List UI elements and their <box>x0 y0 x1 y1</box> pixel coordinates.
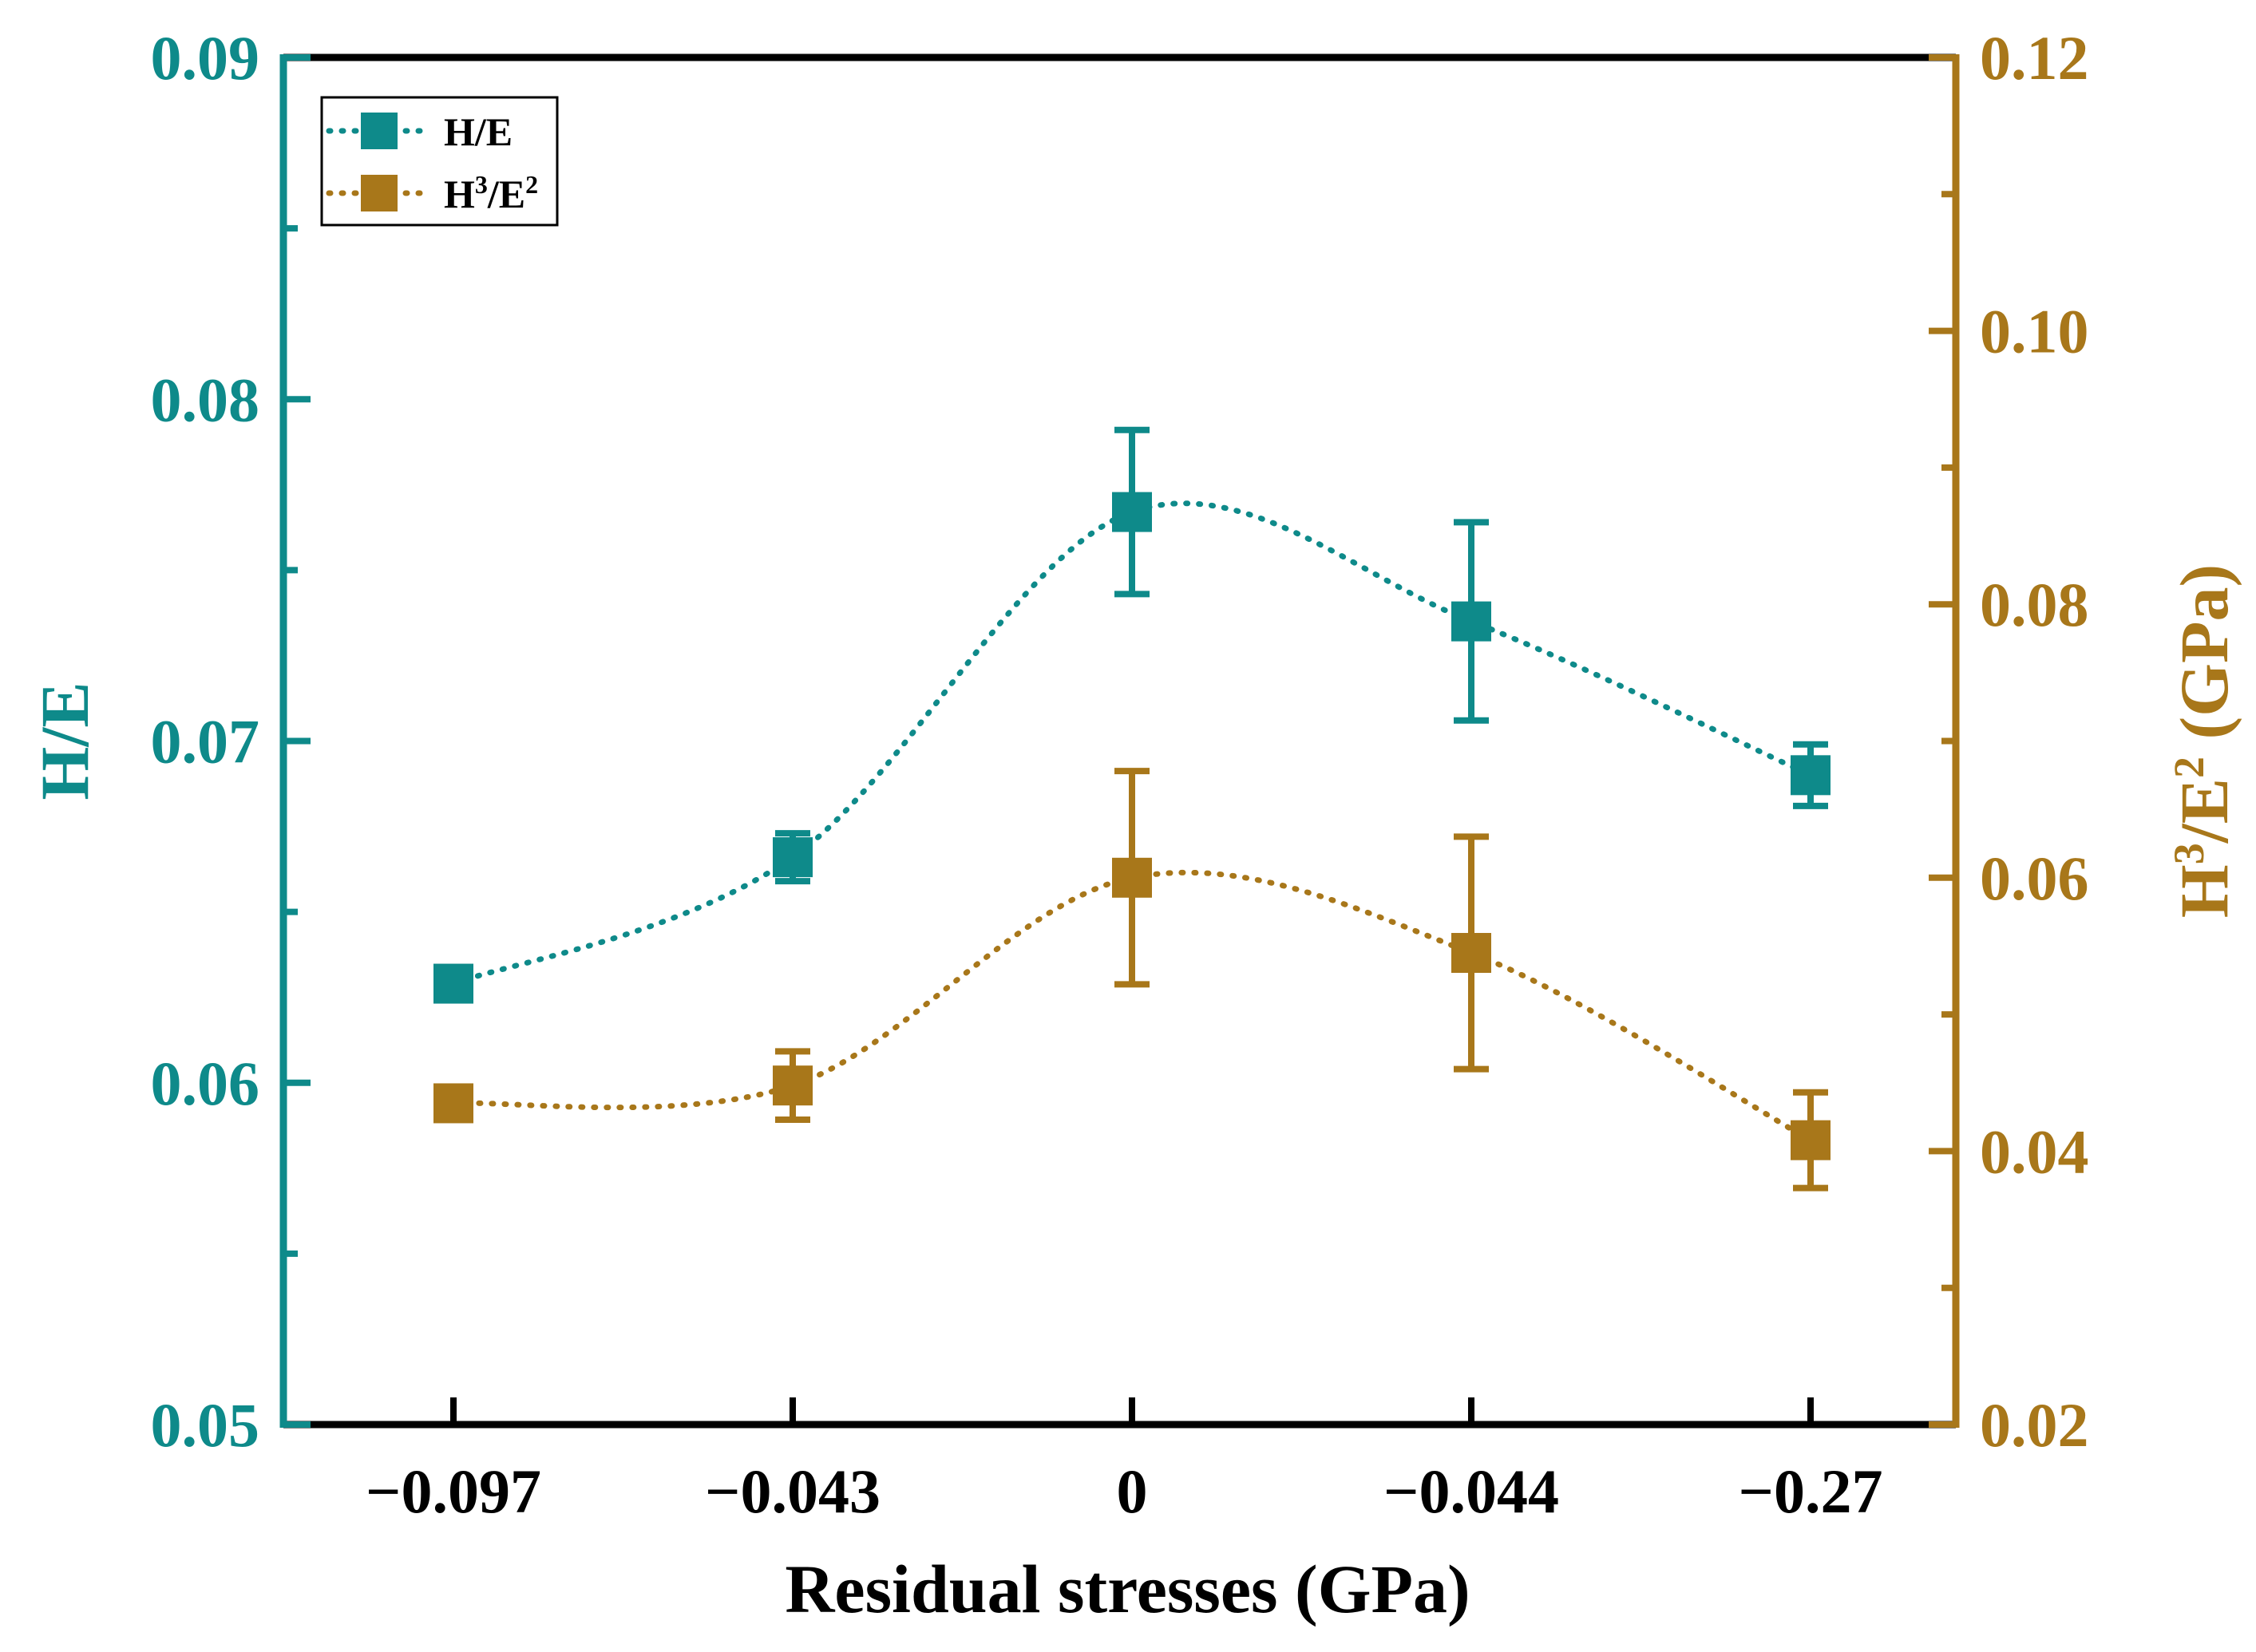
right-tick-label: 0.10 <box>1980 297 2089 366</box>
x-tick-label: 0 <box>1117 1456 1148 1526</box>
left-tick-label: 0.06 <box>151 1049 260 1118</box>
x-tick-label: −0.27 <box>1739 1456 1883 1526</box>
x-axis-title: Residual stresses (GPa) <box>785 1551 1470 1627</box>
series-layer <box>433 426 1831 1192</box>
data-point <box>1791 1120 1831 1160</box>
data-point <box>433 1083 473 1124</box>
data-point <box>1791 755 1831 796</box>
data-point <box>773 1065 813 1106</box>
series-h-over-e <box>433 426 1831 1004</box>
data-point <box>773 837 813 878</box>
legend-label: H/E <box>444 109 513 154</box>
left-tick-label: 0.09 <box>151 23 260 93</box>
right-tick-label: 0.02 <box>1980 1390 2089 1460</box>
legend-marker <box>361 175 398 211</box>
axes-layer: 0.05 0.06 0.07 0.08 0.09 0.02 0.04 0.06 0.08 0.10… <box>26 23 2242 1627</box>
legend-label: H3/E2 <box>444 170 538 216</box>
right-tick-label: 0.08 <box>1980 570 2089 639</box>
right-tick-label: 0.12 <box>1980 23 2089 93</box>
data-point <box>1112 857 1152 898</box>
left-tick-label: 0.05 <box>151 1390 260 1460</box>
right-tick-label: 0.06 <box>1980 844 2089 913</box>
legend: H/E H3/E2 <box>320 96 559 227</box>
right-tick-label: 0.04 <box>1980 1116 2089 1186</box>
legend-marker <box>361 113 398 149</box>
data-point <box>433 963 473 1004</box>
left-axis-title: H/E <box>26 682 103 800</box>
data-point <box>1451 601 1491 642</box>
x-tick-label: −0.043 <box>705 1456 881 1526</box>
right-axis-title: H3/E2 (GPa) <box>2165 564 2242 918</box>
x-tick-label: −0.044 <box>1383 1456 1559 1526</box>
data-point <box>1112 492 1152 532</box>
series-h3-over-e2 <box>433 768 1831 1192</box>
left-tick-label: 0.08 <box>151 365 260 434</box>
data-point <box>1451 933 1491 974</box>
left-tick-label: 0.07 <box>151 707 260 777</box>
x-tick-label: −0.097 <box>366 1456 541 1526</box>
